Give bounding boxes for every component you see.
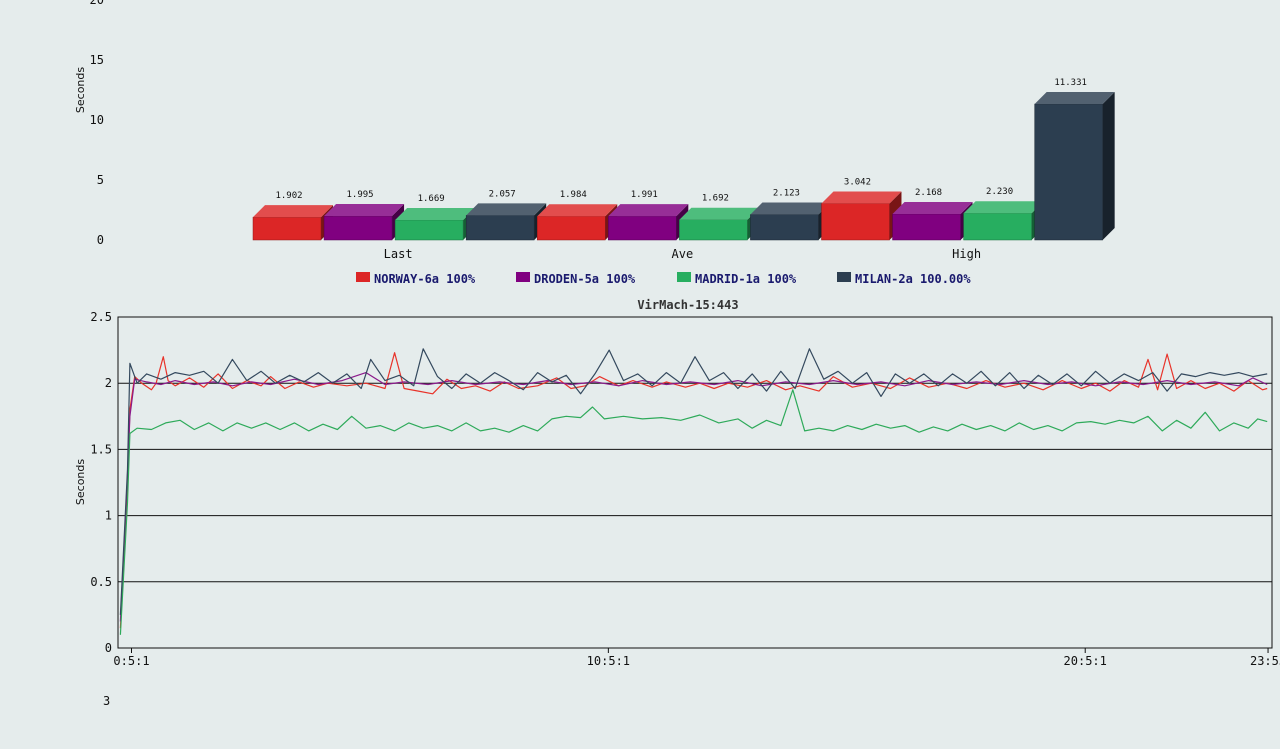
line-x-tick: 0:5:1 (113, 654, 149, 668)
bar-top (395, 207, 476, 220)
bar-value-label: 11.331 (1054, 78, 1087, 88)
bar-top (537, 204, 618, 217)
line-x-tick: 20:5:1 (1064, 654, 1107, 668)
bar-top (253, 205, 333, 218)
line-y-axis-title: Seconds (74, 459, 87, 505)
line-y-tick: 2.5 (90, 310, 112, 324)
line-series-3 (119, 348, 1268, 615)
bar-y-tick: 0 (97, 233, 104, 247)
plot-frame (117, 316, 1273, 649)
bar-3-1 (750, 214, 819, 241)
legend-swatch (677, 272, 691, 282)
bar-2-2 (963, 212, 1032, 241)
bar-y-tick: 10 (90, 113, 104, 127)
bar-value-label: 1.995 (347, 190, 374, 200)
bar-value-label: 2.168 (915, 188, 942, 198)
legend-label: MILAN-2a 100.00% (855, 272, 971, 286)
bar-3-2 (1034, 103, 1103, 241)
footer-note: 3 (103, 694, 111, 708)
bar-category-label: Ave (672, 247, 694, 261)
line-chart-title: VirMach-15:443 (637, 298, 738, 312)
line-chart: VirMach-15:443 0 0.5 1 1.5 2 2.5 Seconds 0:5:1 10… (74, 298, 1280, 668)
bar-value-label: 1.669 (418, 194, 445, 204)
bar-value-label: 2.230 (986, 187, 1013, 197)
bar-side (1102, 92, 1115, 240)
bar-chart: 0 5 10 15 20 Seconds 1.902 1.995 1.669 2.057 Last 1… (74, 0, 1115, 286)
bar-top (679, 207, 760, 220)
bar-1-0 (323, 215, 393, 241)
bar-3-0 (465, 215, 535, 241)
line-y-tick: 0 (105, 641, 112, 655)
bar-top (750, 202, 831, 215)
bar-top (608, 204, 689, 217)
bar-0-1 (536, 215, 606, 241)
bar-value-label: 3.042 (844, 177, 871, 187)
bar-top (892, 201, 973, 214)
bar-top (821, 191, 902, 204)
legend-label: NORWAY-6a 100% (374, 272, 476, 286)
bar-top (1034, 92, 1115, 105)
bar-top (324, 204, 405, 217)
bar-value-label: 2.057 (489, 189, 516, 199)
line-x-tick: 23:55 (1250, 654, 1280, 668)
line-y-tick: 1.5 (90, 442, 112, 456)
bar-value-label: 1.991 (631, 190, 658, 200)
bar-y-tick: 20 (90, 0, 104, 7)
bar-category-label: Last (384, 247, 413, 261)
bar-value-label: 2.123 (773, 189, 800, 199)
line-x-tick: 10:5:1 (587, 654, 630, 668)
bar-1-2 (892, 213, 961, 241)
legend-label: DRODEN-5a 100% (534, 272, 636, 286)
legend-swatch (356, 272, 370, 282)
bar-top (963, 201, 1044, 214)
bar-value-label: 1.902 (275, 191, 302, 201)
bar-0-2 (821, 203, 890, 241)
legend-swatch (837, 272, 851, 282)
bar-y-axis-title: Seconds (74, 67, 87, 113)
line-y-tick: 0.5 (90, 575, 112, 589)
legend-swatch (516, 272, 530, 282)
bar-y-tick: 5 (97, 173, 104, 187)
bar-value-label: 1.984 (560, 190, 587, 200)
bar-top (466, 203, 547, 216)
bar-1-1 (608, 215, 677, 241)
bar-2-0 (394, 219, 464, 241)
bar-category-label: High (952, 247, 981, 261)
line-y-tick: 1 (105, 509, 112, 523)
bar-0-0 (252, 216, 322, 241)
legend-label: MADRID-1a 100% (695, 272, 797, 286)
bar-2-1 (679, 219, 748, 241)
line-y-tick: 2 (105, 376, 112, 390)
line-series-0 (119, 352, 1268, 629)
line-series-1 (119, 372, 1268, 622)
line-series-2 (119, 389, 1268, 635)
bar-y-tick: 15 (90, 53, 104, 67)
bar-value-label: 1.692 (702, 194, 729, 204)
